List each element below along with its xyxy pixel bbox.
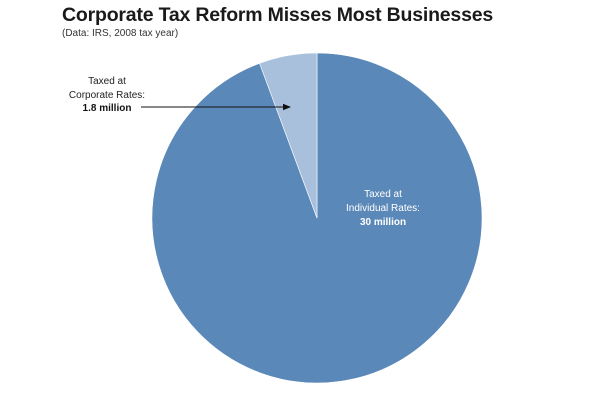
- individual-rates-value: 30 million: [360, 217, 406, 228]
- chart-title: Corporate Tax Reform Misses Most Busines…: [62, 4, 494, 26]
- individual-rates-label-line2: Individual Rates:: [346, 203, 420, 214]
- corporate-rates-label-line1: Taxed at: [88, 76, 126, 87]
- corporate-rates-value: 1.8 million: [83, 103, 132, 114]
- individual-rates-label-line1: Taxed at: [364, 189, 402, 200]
- slice-corporate-rates: [259, 52, 318, 219]
- pie-slices: [151, 52, 483, 384]
- corporate-rates-label-line2: Corporate Rates:: [69, 90, 145, 101]
- chart-subtitle: (Data: IRS, 2008 tax year): [62, 28, 179, 39]
